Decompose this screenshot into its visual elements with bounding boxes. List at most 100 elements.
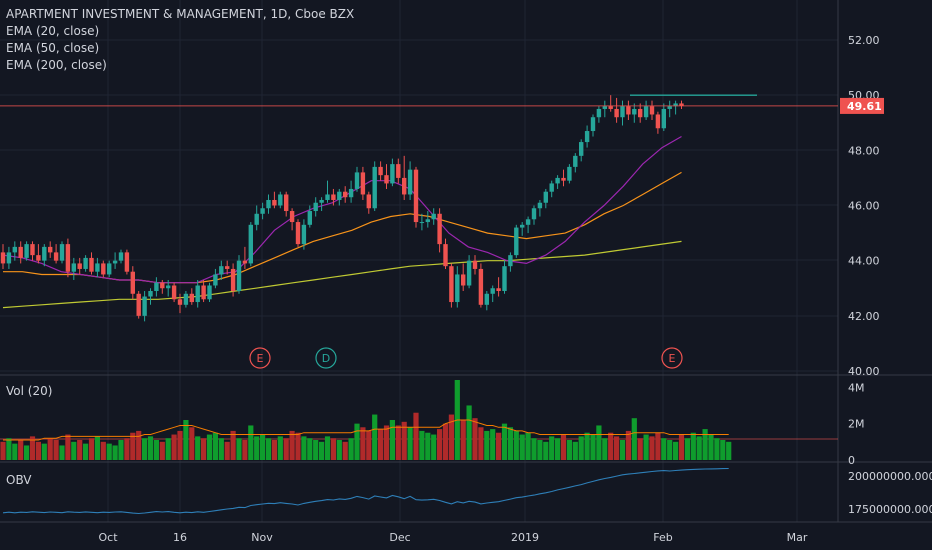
- volume-bar: [425, 432, 431, 460]
- volume-bar: [230, 430, 236, 460]
- candle: [490, 288, 495, 294]
- volume-bar: [602, 438, 608, 460]
- candle: [118, 252, 124, 261]
- volume-bar: [631, 418, 637, 460]
- volume-bar: [619, 440, 626, 460]
- volume-bar: [720, 440, 726, 460]
- volume-bar: [726, 441, 732, 460]
- candle: [83, 257, 88, 269]
- time-axis-tick: 2019: [511, 531, 539, 544]
- candle: [449, 266, 454, 303]
- event-marker: [315, 347, 337, 369]
- volume-bar: [324, 436, 331, 460]
- candle: [531, 208, 537, 220]
- volume-bar: [206, 434, 213, 460]
- volume-pane-label[interactable]: Vol (20): [6, 384, 53, 398]
- candle: [325, 194, 330, 200]
- candle: [289, 211, 295, 223]
- volume-bar: [614, 436, 620, 460]
- volume-bar: [401, 421, 407, 460]
- volume-bar: [248, 425, 254, 460]
- legend: APARTMENT INVESTMENT & MANAGEMENT, 1D, C…: [6, 6, 354, 74]
- volume-bar: [307, 438, 313, 460]
- volume-bar: [484, 430, 490, 460]
- volume-bar: [490, 429, 496, 460]
- price-axis-tick: 40.00: [848, 365, 880, 378]
- volume-bar: [106, 443, 112, 460]
- volume-bar: [566, 440, 572, 460]
- legend-ema50[interactable]: EMA (50, close): [6, 41, 100, 55]
- volume-bar: [596, 425, 602, 460]
- candle: [573, 155, 578, 167]
- volume-bar: [212, 432, 218, 460]
- candle: [584, 131, 590, 143]
- volume-bar: [555, 438, 561, 460]
- volume-bar: [525, 432, 531, 460]
- candle: [372, 166, 377, 209]
- candle: [596, 108, 602, 118]
- volume-bar: [678, 434, 685, 460]
- candle: [679, 103, 684, 106]
- volume-bar: [531, 438, 537, 460]
- time-axis-tick: Nov: [251, 531, 273, 544]
- volume-axis-tick: 4M: [848, 381, 865, 394]
- candle: [225, 266, 230, 269]
- legend-ema200[interactable]: EMA (200, close): [6, 58, 107, 72]
- candle: [632, 108, 637, 115]
- obv-pane-label[interactable]: OBV: [6, 473, 32, 487]
- volume-bar: [389, 420, 395, 460]
- price-axis-tick: 46.00: [848, 200, 880, 213]
- ema200-line: [2, 240, 682, 309]
- volume-bar: [142, 438, 148, 460]
- candle: [366, 194, 371, 209]
- candle: [89, 257, 94, 272]
- volume-bar: [319, 441, 325, 460]
- candle: [502, 266, 507, 292]
- price-axis-tick: 42.00: [848, 310, 880, 323]
- candle: [166, 285, 171, 289]
- volume-axis-tick: 0: [848, 454, 855, 467]
- volume-bar: [41, 443, 47, 460]
- volume-bar: [77, 440, 83, 460]
- candle: [620, 106, 625, 118]
- candle: [207, 285, 212, 300]
- candle: [24, 244, 29, 258]
- volume-bar: [584, 432, 590, 460]
- candle: [567, 166, 572, 181]
- volume-bar: [419, 430, 425, 460]
- volume-bar: [236, 438, 242, 460]
- candle: [614, 108, 619, 118]
- volume-bar: [590, 434, 596, 460]
- volume-bar: [242, 440, 248, 460]
- legend-ema20[interactable]: EMA (20, close): [6, 24, 100, 38]
- volume-bar: [71, 441, 77, 460]
- candle: [354, 172, 360, 189]
- candle: [236, 260, 242, 292]
- candle: [148, 291, 153, 297]
- volume-bar: [466, 405, 472, 460]
- volume-bar: [283, 438, 289, 460]
- volume-bar: [265, 438, 272, 460]
- volume-bar: [649, 436, 655, 460]
- candle: [655, 114, 661, 129]
- obv-line: [2, 467, 729, 515]
- candle: [219, 266, 224, 275]
- price-axis-tick: 52.00: [848, 34, 880, 47]
- candle: [0, 252, 6, 264]
- volume-bar: [289, 430, 295, 460]
- volume-bar: [12, 443, 18, 460]
- candle: [260, 208, 265, 214]
- candle: [348, 188, 354, 198]
- volume-bar: [201, 438, 207, 460]
- candle: [136, 293, 141, 316]
- volume-bar: [295, 432, 301, 460]
- candle: [124, 252, 130, 272]
- volume-bar: [625, 430, 631, 460]
- candle: [649, 106, 655, 115]
- candle: [65, 244, 71, 272]
- volume-bar: [608, 432, 614, 460]
- volume-bar: [171, 434, 177, 460]
- volume-bar: [6, 438, 12, 460]
- time-axis-tick: Feb: [653, 531, 672, 544]
